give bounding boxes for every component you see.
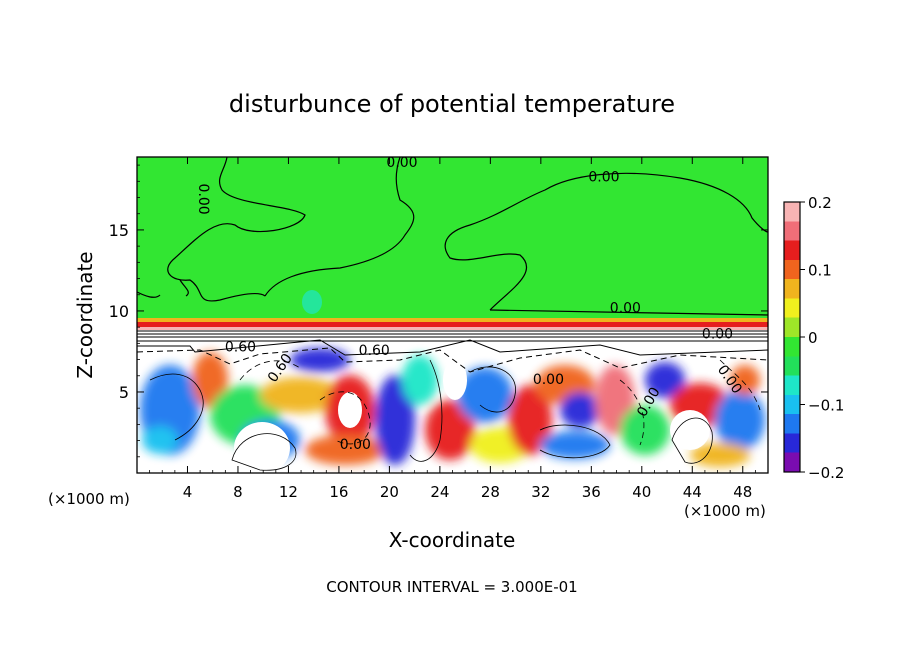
- zero-contours: [137, 157, 768, 316]
- anomaly-patch: [302, 290, 322, 314]
- chart-title: disturbunce of potential temperature: [229, 90, 675, 118]
- inversion-band-pink: [137, 327, 768, 330]
- upper-layer-field: [137, 157, 768, 325]
- warm-patch: [338, 392, 362, 428]
- contour-label: 0.60: [359, 343, 390, 359]
- colorbar-tick-label: 0.1: [808, 262, 832, 280]
- colorbar-fill: [784, 202, 800, 472]
- contour-label: 0.00: [340, 437, 371, 453]
- x-tick-label: 24: [430, 483, 449, 501]
- y-tick-label: 10: [109, 302, 129, 321]
- colorbar: 0.2 0.1 0 −0.1 −0.2: [783, 194, 844, 482]
- x-tick-label: 44: [683, 483, 702, 501]
- lower-contours: [149, 359, 761, 471]
- x-tick-label: 12: [279, 483, 298, 501]
- x-axis-title: X-coordinate: [389, 528, 516, 552]
- inversion-band-orange: [137, 318, 768, 322]
- contour-label: 0.00: [533, 372, 564, 388]
- y-tick-label: 5: [119, 383, 129, 402]
- contour-label: 0.00: [386, 155, 417, 171]
- x-unit-label: (×1000 m): [684, 502, 766, 520]
- y-unit-label: (×1000 m): [48, 490, 130, 508]
- x-axis: 4 8 12 16 20 24 28 32 36 40 44 48: [149, 157, 756, 501]
- warm-patch: [234, 422, 290, 473]
- contour-label: 0.00: [610, 301, 641, 317]
- inversion-band-red: [137, 322, 768, 327]
- x-tick-label: 48: [733, 483, 752, 501]
- x-tick-label: 36: [582, 483, 601, 501]
- colorbar-tick-label: 0: [808, 329, 818, 347]
- x-tick-label: 40: [632, 483, 651, 501]
- warm-patch: [670, 410, 710, 450]
- x-tick-label: 16: [329, 483, 348, 501]
- colorbar-tick-label: 0.2: [808, 194, 832, 212]
- colorbar-tick-label: −0.2: [808, 464, 844, 482]
- contour-label: 0.00: [588, 169, 619, 185]
- warm-patch: [443, 360, 467, 400]
- x-tick-label: 4: [183, 483, 193, 501]
- contour-label: 0.00: [195, 184, 211, 215]
- x-tick-label: 8: [233, 483, 243, 501]
- y-axis: 5 10 15: [109, 164, 768, 458]
- x-tick-label: 28: [481, 483, 500, 501]
- inversion-contours: [137, 330, 768, 373]
- y-axis-title: Z-coordinate: [73, 251, 97, 378]
- x-tick-label: 32: [531, 483, 550, 501]
- contour-label: 0.60: [225, 340, 256, 356]
- contour-interval-note: CONTOUR INTERVAL = 3.000E-01: [326, 578, 577, 596]
- contour-labels: 0.000.000.000.000.000.60 0.600.60 0.00 0.00…: [195, 155, 745, 453]
- plot-area: [137, 157, 768, 473]
- x-tick-label: 20: [380, 483, 399, 501]
- colorbar-tick-label: −0.1: [808, 397, 844, 415]
- contour-label: 0.00: [702, 327, 733, 343]
- y-tick-label: 15: [109, 221, 129, 240]
